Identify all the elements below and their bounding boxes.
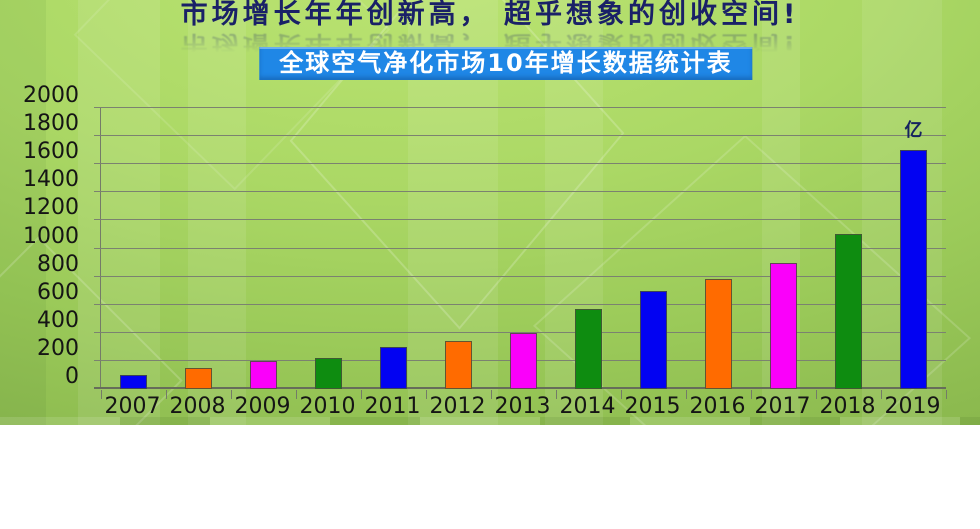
background-decoration: [78, 0, 160, 425]
bar-2012: [445, 341, 472, 389]
bar-2017: [770, 262, 797, 389]
y-axis-tick-label: 0: [65, 364, 79, 389]
x-axis-tick: [491, 390, 492, 399]
x-axis-tick: [426, 390, 427, 399]
x-axis-tick: [296, 390, 297, 399]
x-axis-tick: [685, 390, 687, 399]
bar-slot: 亿: [881, 108, 946, 389]
x-axis-tick: [361, 390, 362, 399]
bar-slot: [556, 108, 621, 389]
bar-slot: [361, 108, 426, 389]
x-axis-tick: [881, 390, 882, 399]
bar-2015: [640, 290, 667, 389]
x-axis-tick-label: 2012: [429, 394, 486, 419]
x-axis-tick-label: 2017: [754, 394, 811, 419]
x-axis-tick: [166, 390, 167, 399]
x-axis-tick: [231, 390, 232, 399]
bar-2008: [185, 367, 212, 389]
background-decoration: [0, 417, 980, 425]
x-axis-tick-label: 2011: [364, 394, 421, 419]
x-axis-tick: [101, 390, 102, 399]
bar-slot: [816, 108, 881, 389]
bar-slot: [231, 108, 296, 389]
gridline: [94, 247, 946, 249]
gridline: [94, 107, 946, 108]
bar-2019: [900, 150, 927, 389]
x-axis-tick-label: 2009: [234, 394, 291, 419]
gridline: [94, 163, 946, 165]
bar-slot: [621, 108, 686, 389]
bar-slot: [101, 108, 166, 389]
chart-title-banner: 全球空气净化市场10年增长数据统计表: [259, 47, 753, 80]
gridline: [94, 191, 946, 193]
x-axis-tick: [816, 390, 817, 399]
bar-2013: [510, 332, 537, 389]
bar-2011: [380, 346, 407, 389]
plot-area: 亿: [94, 107, 947, 399]
x-axis-tick-label: 2016: [689, 394, 746, 419]
bar-2014: [575, 308, 602, 389]
y-axis-tick-label: 2000: [23, 83, 79, 108]
y-axis-tick-label: 1400: [23, 167, 79, 193]
y-axis-tick-label: 1200: [23, 195, 79, 221]
y-axis-tick-label: 800: [37, 251, 79, 277]
bar-slot: [491, 108, 556, 389]
x-axis-tick-label: 2010: [299, 394, 356, 419]
y-axis-tick-label: 1600: [23, 139, 79, 165]
x-axis-tick-label: 2019: [884, 394, 941, 419]
gridline: [94, 219, 946, 221]
bar-2009: [250, 360, 277, 389]
bar-2007: [120, 374, 147, 389]
x-axis-tick: [621, 390, 622, 399]
bar-slot: [751, 108, 816, 389]
y-axis-tick-label: 400: [37, 307, 79, 333]
x-axis-tick: [556, 390, 557, 399]
x-axis-tick-label: 2014: [559, 394, 616, 419]
x-axis-tick-label: 2018: [819, 394, 876, 419]
bar-2010: [315, 358, 342, 389]
x-axis-labels: 2007 2008 2009 2010 2011 2012 2013 2014 2015 2016…: [100, 394, 945, 419]
gridline: [94, 275, 946, 277]
y-axis-tick-label: 200: [37, 335, 79, 361]
x-axis-tick-label: 2008: [169, 394, 226, 419]
bar-slot: [686, 108, 751, 389]
x-axis-tick: [946, 390, 947, 399]
bars-container: 亿: [101, 108, 946, 389]
bar-slot: [296, 108, 361, 389]
x-axis-tick-label: 2013: [494, 394, 551, 419]
x-axis-tick: [751, 390, 752, 399]
bar-2018: [835, 234, 862, 389]
gridline: [94, 135, 946, 137]
gridline: [94, 331, 946, 333]
y-axis-tick-label: 1000: [23, 223, 79, 249]
page-title: 市场增长年年创新高， 超乎想象的创收空间!: [180, 0, 800, 30]
background-decoration: [0, 0, 46, 425]
unit-label: 亿: [904, 120, 923, 142]
x-axis-tick-label: 2015: [624, 394, 681, 419]
y-axis-labels: 0 200 400 600 800 1000 1200 1400 1600 1800 2000: [0, 84, 88, 389]
gridline: [94, 303, 946, 305]
background-decoration: [188, 0, 246, 425]
bar-slot: [166, 108, 231, 389]
bar-2016: [705, 279, 732, 389]
y-axis-tick-label: 1800: [23, 111, 79, 137]
y-axis-tick-label: 600: [37, 279, 79, 305]
x-axis-tick-label: 2007: [104, 394, 161, 419]
bar-slot: [426, 108, 491, 389]
